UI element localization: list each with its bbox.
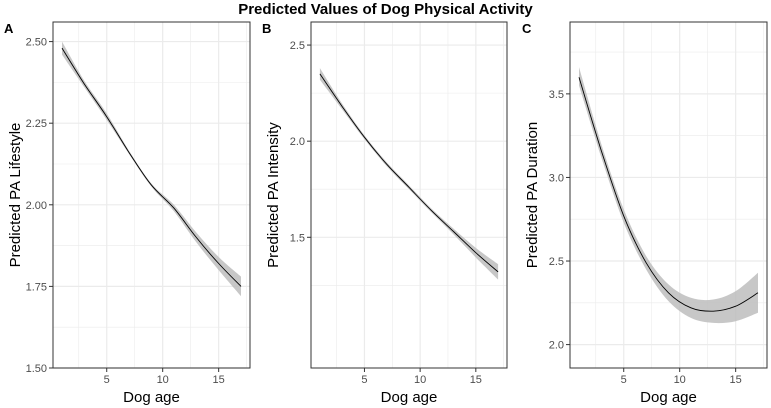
x-tick-label: 5 xyxy=(104,374,110,386)
y-axis-title: Predicted PA Lifestyle xyxy=(7,123,24,268)
confidence-ribbon xyxy=(319,68,499,280)
panel-label: C xyxy=(522,21,532,36)
confidence-ribbon xyxy=(579,67,758,324)
y-tick-label: 2.25 xyxy=(26,118,47,130)
panel-label: B xyxy=(262,21,271,36)
x-tick-label: 15 xyxy=(730,374,742,386)
x-tick-label: 10 xyxy=(414,374,426,386)
y-tick-label: 2.5 xyxy=(549,256,564,268)
x-axis-title: Dog age xyxy=(640,389,697,406)
y-tick-label: 2.50 xyxy=(26,37,47,49)
y-tick-label: 1.75 xyxy=(26,281,47,293)
confidence-ribbon xyxy=(62,41,241,297)
x-tick-label: 15 xyxy=(213,374,225,386)
y-tick-label: 2.0 xyxy=(549,340,564,352)
x-axis-title: Dog age xyxy=(123,389,180,406)
x-axis-title: Dog age xyxy=(381,389,438,406)
prediction-line xyxy=(61,47,242,287)
x-tick-label: 15 xyxy=(470,374,482,386)
x-tick-label: 10 xyxy=(674,374,686,386)
panel-b: 5 10 15 1.5 2.0 2.5 Dog age Predicted PA Intens… xyxy=(262,21,508,406)
panel-label: A xyxy=(4,21,14,36)
y-tick-label: 2.0 xyxy=(290,136,305,148)
y-tick-label: 2.5 xyxy=(290,40,305,52)
x-tick-label: 5 xyxy=(361,374,367,386)
y-tick-label: 2.00 xyxy=(26,200,47,212)
y-tick-label: 3.5 xyxy=(549,89,564,101)
x-tick-label: 10 xyxy=(157,374,169,386)
panel-a: 5 10 15 1.50 1.75 2.00 2.25 2.50 Dog age Predicte… xyxy=(4,21,251,406)
x-tick-label: 5 xyxy=(621,374,627,386)
y-axis-title: Predicted PA Duration xyxy=(524,122,541,268)
y-tick-label: 1.50 xyxy=(26,363,47,375)
panel-border xyxy=(310,21,508,369)
y-tick-label: 3.0 xyxy=(549,172,564,184)
panel-border xyxy=(52,21,251,369)
y-axis-title: Predicted PA Intensity xyxy=(265,122,282,268)
prediction-line xyxy=(578,77,759,312)
y-tick-label: 1.5 xyxy=(290,232,305,244)
panel-border xyxy=(569,21,768,369)
panel-c: 5 10 15 2.0 2.5 3.0 3.5 Dog age Predicted PA Dur… xyxy=(522,21,768,406)
prediction-line xyxy=(319,73,499,273)
figure-title: Predicted Values of Dog Physical Activit… xyxy=(238,1,533,18)
